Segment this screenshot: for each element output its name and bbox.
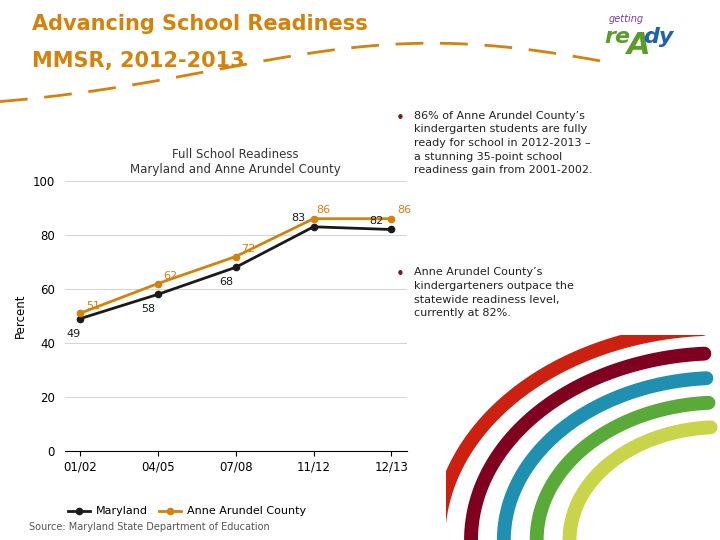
Title: Full School Readiness
Maryland and Anne Arundel County: Full School Readiness Maryland and Anne … [130, 147, 341, 176]
Text: getting: getting [608, 14, 644, 24]
Anne Arundel County [309, 215, 318, 222]
Anne Arundel County [387, 215, 395, 222]
Text: 68: 68 [219, 278, 233, 287]
Text: 86: 86 [316, 205, 330, 215]
Text: 86: 86 [397, 205, 411, 215]
Text: 72: 72 [241, 244, 256, 254]
Text: 49: 49 [66, 329, 81, 339]
Text: MMSR, 2012-2013: MMSR, 2012-2013 [32, 51, 245, 71]
Line: Anne Arundel County: Anne Arundel County [77, 215, 395, 316]
Text: dy: dy [643, 27, 673, 47]
Text: •: • [396, 267, 405, 282]
Text: Anne Arundel County’s
kindergarteners outpace the
statewide readiness level,
cur: Anne Arundel County’s kindergarteners ou… [414, 267, 574, 318]
Anne Arundel County [154, 280, 163, 287]
Text: Source: Maryland State Department of Education: Source: Maryland State Department of Edu… [29, 522, 269, 532]
Maryland [154, 291, 163, 298]
Maryland [387, 226, 395, 233]
Line: Maryland: Maryland [77, 224, 395, 322]
Anne Arundel County [76, 310, 85, 316]
Text: 58: 58 [141, 305, 156, 314]
Maryland [309, 224, 318, 230]
Text: 82: 82 [369, 216, 383, 226]
Text: Advancing School Readiness: Advancing School Readiness [32, 14, 368, 33]
Text: re: re [605, 27, 631, 47]
Text: A: A [627, 31, 651, 60]
Y-axis label: Percent: Percent [14, 294, 27, 338]
Text: •: • [396, 111, 405, 126]
Text: 62: 62 [163, 271, 178, 281]
Legend: Maryland, Anne Arundel County: Maryland, Anne Arundel County [63, 502, 310, 521]
Anne Arundel County [231, 253, 240, 260]
Text: 51: 51 [86, 301, 100, 311]
Maryland [231, 264, 240, 271]
Maryland [76, 315, 85, 322]
Text: 83: 83 [292, 213, 305, 223]
Text: 86% of Anne Arundel County’s
kindergarten students are fully
ready for school in: 86% of Anne Arundel County’s kindergarte… [414, 111, 593, 175]
